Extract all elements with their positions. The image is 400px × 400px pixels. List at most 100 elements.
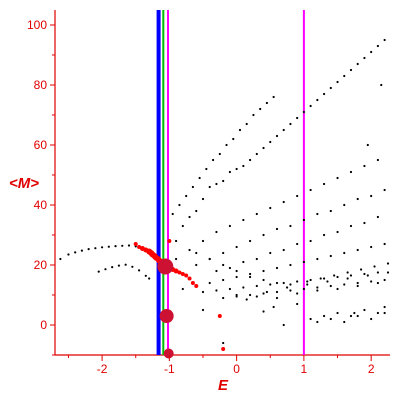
data-point-s0-125 bbox=[329, 254, 332, 258]
y-tick-label-4: 80 bbox=[34, 78, 48, 92]
data-point-s0-102 bbox=[228, 266, 231, 270]
data-point-s0-156 bbox=[383, 278, 386, 282]
data-point-s0-100 bbox=[383, 188, 386, 192]
data-point-s0-112 bbox=[363, 221, 366, 225]
data-point-s0-66 bbox=[363, 56, 366, 60]
data-point-s0-180 bbox=[289, 283, 292, 286]
data-point-s0-135 bbox=[269, 283, 272, 286]
data-point-s0-171 bbox=[376, 281, 379, 285]
data-point-s0-15 bbox=[111, 266, 114, 269]
data-point-s0-9 bbox=[121, 244, 124, 247]
data-point-s2-0 bbox=[157, 258, 174, 275]
data-point-s0-95 bbox=[316, 212, 319, 216]
data-point-s0-68 bbox=[376, 44, 379, 48]
data-point-s0-143 bbox=[376, 271, 379, 274]
data-point-s0-76 bbox=[255, 212, 258, 216]
data-point-s0-106 bbox=[282, 248, 285, 252]
data-point-s0-43 bbox=[208, 185, 211, 189]
x-axis-ticks: -2 -1 0 1 2 bbox=[67, 355, 375, 376]
y-axis-title: <M> bbox=[9, 175, 39, 192]
data-point-s0-137 bbox=[296, 280, 299, 283]
data-point-s0-58 bbox=[309, 104, 312, 108]
data-point-s0-140 bbox=[336, 275, 339, 279]
data-point-s0-7 bbox=[107, 245, 110, 248]
y-tick-label-2: 40 bbox=[34, 198, 48, 212]
data-point-s0-80 bbox=[309, 188, 312, 192]
data-point-s0-177 bbox=[248, 275, 252, 279]
data-point-s0-48 bbox=[242, 164, 245, 168]
data-point-s0-4 bbox=[87, 248, 90, 251]
data-point-s0-111 bbox=[349, 224, 353, 228]
data-point-s0-3 bbox=[80, 249, 84, 252]
data-point-s0-175 bbox=[222, 263, 225, 267]
data-point-s0-45 bbox=[222, 179, 225, 183]
data-point-s0-109 bbox=[322, 233, 326, 237]
data-point-s0-126 bbox=[343, 251, 346, 255]
data-point-s0-40 bbox=[188, 215, 191, 219]
data-point-s0-191 bbox=[349, 314, 353, 318]
data-point-s0-147 bbox=[262, 292, 265, 295]
plot-area: -2 -1 0 1 2 0 20 40 60 80 100 bbox=[27, 10, 390, 376]
data-points bbox=[59, 38, 390, 359]
data-point-s0-157 bbox=[235, 293, 238, 297]
data-point-s0-92 bbox=[275, 227, 279, 231]
data-point-s0-186 bbox=[373, 265, 376, 268]
data-point-s0-103 bbox=[242, 260, 245, 264]
data-point-s0-77 bbox=[269, 206, 272, 210]
data-point-s0-37 bbox=[272, 95, 275, 99]
data-point-s0-181 bbox=[306, 280, 309, 283]
data-point-s0-128 bbox=[370, 245, 373, 249]
y-axis-ticks: 0 20 40 60 80 100 bbox=[27, 18, 55, 356]
data-point-s0-20 bbox=[144, 274, 147, 277]
data-point-s0-0 bbox=[59, 257, 62, 261]
data-point-s0-101 bbox=[215, 269, 218, 273]
data-point-s0-113 bbox=[376, 215, 379, 219]
data-point-s0-36 bbox=[265, 101, 268, 105]
data-point-s0-78 bbox=[282, 200, 285, 204]
data-point-s0-44 bbox=[215, 182, 218, 186]
data-point-s0-81 bbox=[322, 182, 326, 186]
data-point-s0-114 bbox=[181, 287, 184, 291]
data-point-s0-123 bbox=[302, 260, 305, 264]
data-point-s0-83 bbox=[349, 170, 353, 174]
data-point-s0-1 bbox=[67, 253, 70, 256]
data-point-s0-117 bbox=[222, 278, 225, 282]
data-point-s0-209 bbox=[380, 83, 383, 87]
data-point-s0-129 bbox=[383, 242, 386, 246]
data-point-s0-132 bbox=[228, 287, 231, 291]
data-point-s0-116 bbox=[208, 281, 211, 285]
data-point-s0-195 bbox=[296, 302, 299, 306]
data-point-s1-21 bbox=[187, 276, 192, 281]
data-point-s0-200 bbox=[370, 317, 373, 321]
data-point-s0-55 bbox=[289, 122, 292, 126]
data-point-s0-136 bbox=[282, 281, 285, 285]
data-point-s0-63 bbox=[343, 74, 346, 78]
data-point-s0-47 bbox=[235, 167, 238, 171]
data-point-s0-172 bbox=[386, 271, 390, 274]
data-point-s0-33 bbox=[245, 122, 248, 126]
data-point-s0-84 bbox=[363, 164, 366, 168]
data-point-s0-86 bbox=[195, 263, 198, 267]
data-point-s0-149 bbox=[289, 289, 292, 292]
data-point-s0-146 bbox=[248, 293, 252, 297]
data-point-s0-134 bbox=[255, 284, 258, 288]
data-point-s1-25 bbox=[217, 314, 222, 318]
data-point-s0-131 bbox=[215, 289, 218, 292]
data-point-s0-201 bbox=[383, 311, 386, 315]
data-point-s0-30 bbox=[225, 143, 228, 147]
data-point-s0-119 bbox=[248, 272, 252, 276]
data-point-s0-133 bbox=[242, 286, 245, 289]
data-point-s0-85 bbox=[376, 158, 379, 162]
data-point-s0-182 bbox=[319, 277, 322, 280]
data-point-s0-161 bbox=[275, 296, 279, 300]
data-point-s1-0 bbox=[133, 242, 138, 246]
data-point-s0-184 bbox=[346, 271, 349, 274]
data-point-s0-199 bbox=[356, 314, 359, 318]
data-point-s0-138 bbox=[309, 278, 312, 282]
data-point-s0-144 bbox=[222, 296, 225, 300]
data-point-s2-2 bbox=[163, 348, 174, 359]
data-point-s1-26 bbox=[221, 347, 226, 351]
data-point-s2-1 bbox=[159, 309, 174, 323]
data-point-s0-24 bbox=[185, 194, 188, 198]
data-point-s0-54 bbox=[282, 128, 285, 132]
